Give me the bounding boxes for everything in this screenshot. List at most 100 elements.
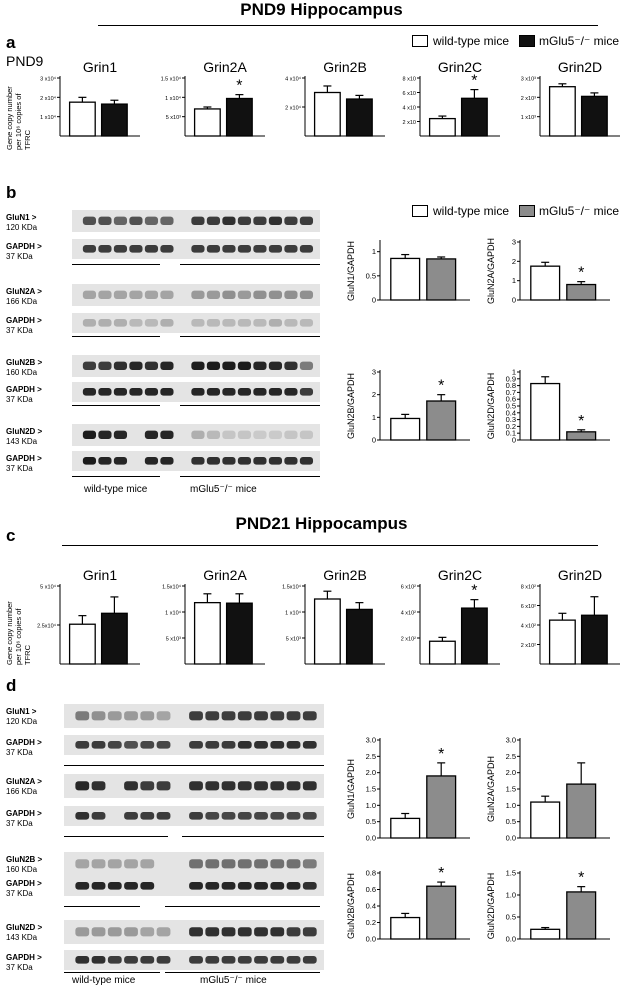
blot-band	[144, 430, 159, 439]
y-tick-label: 2.5	[366, 752, 376, 761]
blot-band	[254, 927, 268, 937]
kda-label: 143 KDa	[6, 437, 38, 446]
y-tick-label: 2 x10²	[401, 637, 416, 643]
group-line	[180, 476, 320, 477]
y-tick-label: 5 x10⁴	[40, 584, 56, 591]
bar-wild-type	[530, 382, 561, 441]
gapdh-kda-label: 37 KDa	[6, 963, 33, 972]
blot-band	[268, 388, 283, 396]
blot-band	[160, 319, 174, 327]
y-axis-label: GluN1/GAPDH	[346, 759, 356, 819]
bar-wild-type	[530, 801, 561, 839]
blot-band	[140, 781, 155, 791]
blot-band	[221, 859, 236, 869]
blot-band	[144, 216, 159, 225]
blot-band	[205, 882, 220, 890]
chart-c-10: 5 x10³ 1 x10⁴ 1.5x10⁴ Grin2A	[162, 567, 265, 665]
panel-letter-d: d	[6, 676, 17, 695]
blot-band	[254, 859, 268, 869]
gapdh-label: GAPDH >	[6, 879, 42, 888]
blot-band	[140, 956, 155, 964]
protein-label: GluN1 >	[6, 707, 37, 716]
blot-band	[299, 245, 314, 253]
bar-wild-type	[390, 417, 421, 441]
blot-band	[205, 781, 220, 791]
y-tick-label: 0.8	[366, 869, 376, 878]
blot-band	[191, 361, 205, 370]
gapdh-label: GAPDH >	[6, 242, 42, 251]
y-tick-label: 0.9	[506, 374, 516, 383]
blot-band	[254, 781, 268, 791]
y-tick-label: 1	[372, 413, 376, 422]
blot-band	[270, 711, 285, 721]
y-tick-label: 2.0	[366, 768, 376, 777]
y-tick-label: 0	[512, 296, 516, 305]
y-tick-label: 2.5x10⁴	[37, 623, 57, 630]
chart-c-9: 2.5x10⁴ 5 x10⁴ Grin1	[37, 567, 140, 665]
blot-background	[72, 284, 320, 306]
blot-band	[268, 245, 283, 253]
blot-band	[222, 361, 236, 370]
blot-band	[253, 430, 267, 439]
y-tick-label: 1.5 x10⁴	[161, 76, 182, 83]
bar-wild-type	[390, 817, 421, 839]
blot-band	[221, 882, 236, 890]
blot-band	[191, 319, 205, 327]
blot-band	[129, 388, 143, 396]
chart-title: Grin2D	[558, 567, 602, 583]
blot-background	[72, 424, 320, 446]
blot-band	[156, 927, 171, 937]
legend-label-ko-b: mGlu5⁻/⁻ mice	[539, 204, 620, 218]
blot-background	[72, 313, 320, 333]
blot-band	[107, 741, 122, 749]
gapdh-label: GAPDH >	[6, 454, 42, 463]
legend-swatch-wt	[412, 35, 428, 47]
gapdh-kda-label: 37 KDa	[6, 464, 33, 473]
title-rule-pnd9	[98, 25, 598, 26]
blot-strip	[72, 424, 320, 446]
blot-band	[129, 361, 143, 370]
blot-band	[206, 361, 221, 370]
gapdh-label: GAPDH >	[6, 316, 42, 325]
blot-band	[253, 290, 267, 299]
blot-band	[253, 216, 267, 225]
chart-b-8: 00.10.20.30.40.50.60.70.80.91 * GluN2D/GAP…	[486, 368, 610, 445]
y-tick-label: 0.1	[506, 429, 516, 438]
gapdh-kda-label: 37 KDa	[6, 819, 33, 828]
legend-swatch-ko	[519, 35, 535, 47]
blot-band	[302, 781, 317, 791]
blot-band	[189, 927, 203, 937]
title-pnd21: PND21 Hippocampus	[235, 514, 408, 533]
significance-star: *	[471, 73, 477, 90]
y-tick-label: 2.5	[506, 752, 516, 761]
blot-band	[302, 741, 317, 749]
chart-title: Grin2B	[323, 59, 367, 75]
y-tick-label: 0	[372, 296, 376, 305]
y-tick-label: 3 x10³	[521, 77, 536, 83]
blot-band	[299, 361, 314, 370]
bar-wild-type	[193, 601, 221, 665]
y-tick-label: 6 x10	[403, 91, 416, 97]
gapdh-kda-label: 37 KDa	[6, 326, 33, 335]
significance-star: *	[438, 865, 444, 882]
y-tick-label: 0.6	[506, 395, 516, 404]
blot-strip	[64, 920, 324, 944]
legend-swatch-wt-b	[412, 205, 428, 217]
group-line	[72, 336, 160, 337]
group-label-ko: mGlu5⁻/⁻ mice	[200, 975, 267, 986]
y-axis-label: GluN2D/GAPDH	[486, 873, 496, 940]
blot-band	[286, 859, 301, 869]
blot-band	[191, 245, 205, 253]
blot-band	[98, 245, 112, 253]
chart-d-15: 0.0 0.5 1.0 1.5 2.0 2.5 3.0 GluN2A/GAPDH	[486, 736, 610, 843]
bar-wild-type	[68, 101, 96, 137]
blot-band	[221, 711, 236, 721]
blot-band	[144, 290, 159, 299]
blot-strip	[64, 735, 324, 755]
blot-band	[254, 711, 268, 721]
blot-band	[191, 457, 205, 465]
blot-band	[237, 290, 252, 299]
group-line	[64, 972, 160, 973]
significance-star: *	[438, 378, 444, 395]
blot-band	[284, 319, 298, 327]
